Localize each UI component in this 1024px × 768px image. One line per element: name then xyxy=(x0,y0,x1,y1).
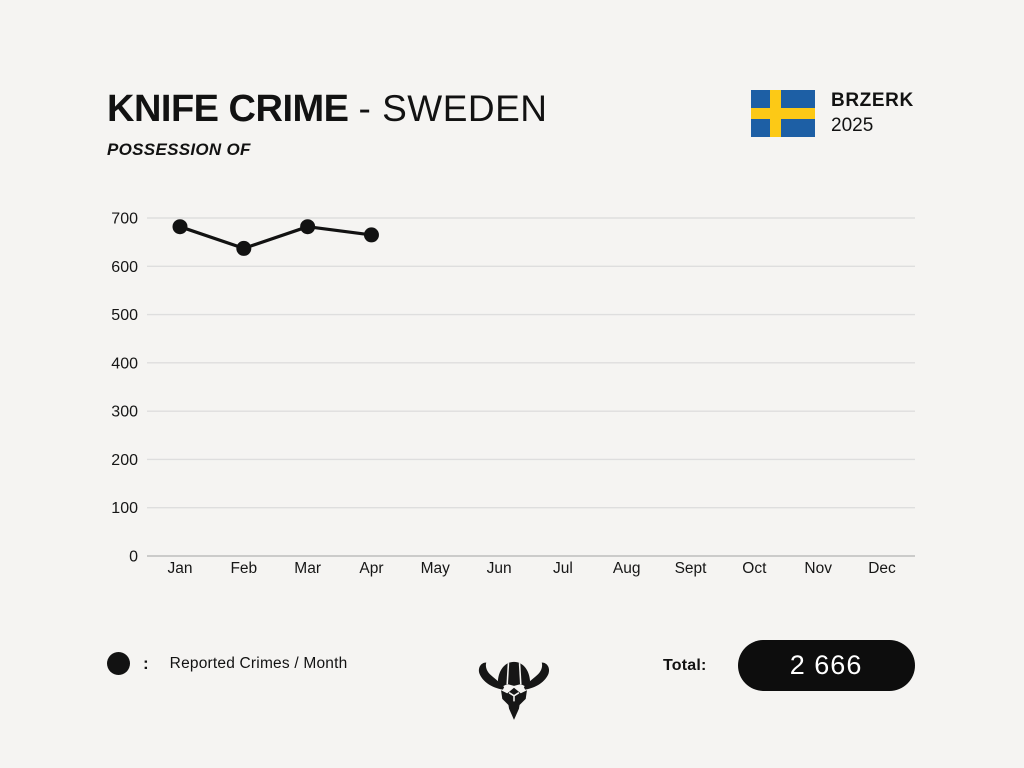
sweden-flag-icon xyxy=(751,90,815,137)
x-tick-label: Jan xyxy=(168,560,193,577)
x-tick-label: Jun xyxy=(487,560,512,577)
flag-cross-horizontal xyxy=(751,108,815,119)
x-tick-label: Aug xyxy=(613,560,641,577)
page-title: KNIFE CRIME - SWEDEN xyxy=(107,88,548,131)
y-tick-label: 600 xyxy=(111,259,138,276)
legend-separator: : xyxy=(143,653,149,673)
y-tick-label: 500 xyxy=(111,307,138,324)
brand-year: 2025 xyxy=(831,115,874,136)
line-chart: 0 100 200 300 400 500 600 700 Jan Feb Mar Apr May Jun… xyxy=(100,195,930,595)
y-tick-label: 300 xyxy=(111,404,138,421)
total-pill: 2 666 xyxy=(737,640,915,691)
y-tick-label: 400 xyxy=(111,355,138,372)
data-point xyxy=(300,219,316,235)
y-tick-label: 0 xyxy=(129,549,138,566)
logo-dome-ridge-right xyxy=(518,663,522,685)
page-subtitle: POSSESSION OF xyxy=(107,140,251,159)
y-tick-label: 200 xyxy=(111,452,138,469)
logo-helmet-dome xyxy=(497,661,531,688)
x-tick-label: May xyxy=(421,560,451,577)
brand-name: BRZERK xyxy=(831,90,914,111)
x-tick-label: Feb xyxy=(230,560,257,577)
x-tick-label: Jul xyxy=(553,560,573,577)
y-tick-label: 100 xyxy=(111,500,138,517)
logo-nose-guard xyxy=(506,687,522,720)
logo-left-horn xyxy=(478,662,505,690)
data-point xyxy=(236,240,252,256)
x-tick-label: Mar xyxy=(294,560,321,577)
total-block: Total: 2 666 xyxy=(663,640,915,691)
brand-block: BRZERK 2025 xyxy=(831,90,914,137)
data-point xyxy=(172,219,188,235)
chart-legend: : Reported Crimes / Month xyxy=(107,652,347,675)
data-point xyxy=(363,227,379,243)
total-value: 2 666 xyxy=(789,650,863,680)
x-tick-label: Dec xyxy=(868,560,896,577)
x-tick-label: Nov xyxy=(804,560,832,577)
legend-label: Reported Crimes / Month xyxy=(169,654,348,672)
line-chart-svg: 0 100 200 300 400 500 600 700 Jan Feb Mar Apr May Jun… xyxy=(111,211,915,577)
y-tick-label: 700 xyxy=(111,211,138,228)
viking-helmet-logo xyxy=(478,661,550,720)
title-main: KNIFE CRIME xyxy=(107,88,349,130)
legend-marker-icon xyxy=(107,652,130,675)
logo-right-horn xyxy=(523,662,550,690)
x-tick-label: Sept xyxy=(675,560,708,577)
total-label: Total: xyxy=(663,656,707,674)
x-tick-label: Apr xyxy=(359,560,383,577)
series-line xyxy=(179,225,372,251)
logo-dome-ridge-left xyxy=(506,663,510,685)
logo-skull-emblem xyxy=(508,692,520,702)
x-tick-label: Oct xyxy=(742,560,767,577)
title-country: - SWEDEN xyxy=(358,88,548,129)
